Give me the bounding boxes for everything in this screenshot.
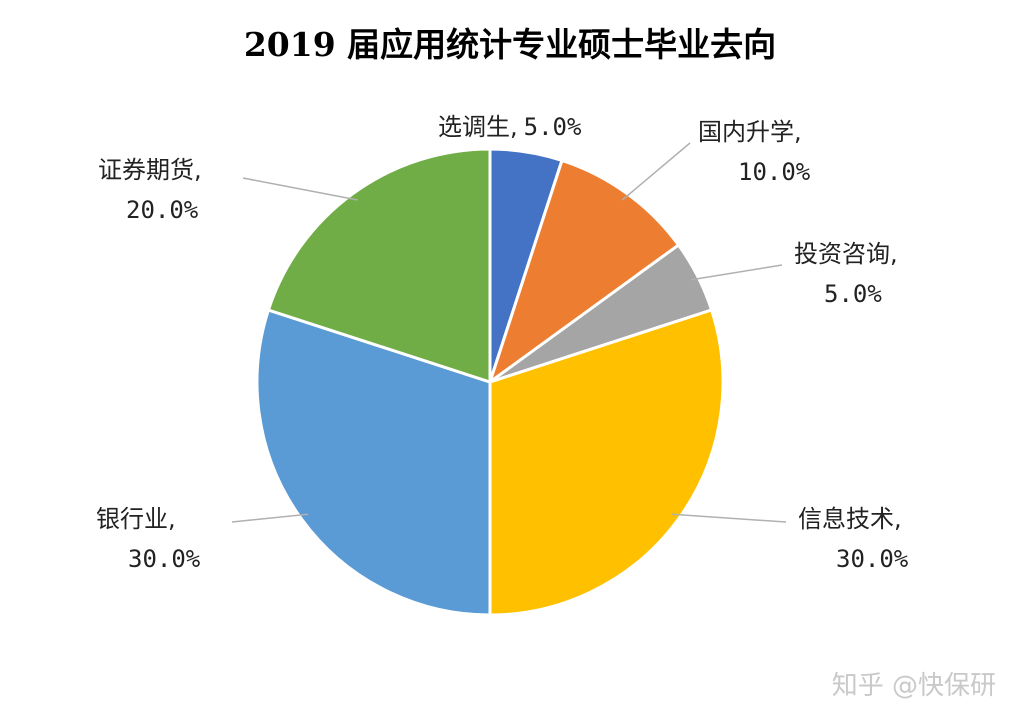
value-label: 30.0%: [128, 545, 201, 573]
leader-line: [242, 177, 358, 201]
data-label: 选调生, 5.0%: [438, 113, 582, 141]
leader-line: [690, 264, 783, 281]
value-label: 5.0%: [524, 113, 582, 141]
data-labels: 选调生, 5.0% 国内升学,10.0%投资咨询,5.0%信息技术,30.0%银行业…: [96, 113, 909, 573]
leader-line: [621, 142, 691, 201]
leader-lines: [231, 142, 787, 523]
category-label: 投资咨询,: [794, 240, 898, 268]
chart-title: 2019 届应用统计专业硕士毕业去向: [243, 25, 777, 64]
value-label: 5.0%: [824, 280, 882, 308]
category-label: 信息技术,: [798, 505, 902, 533]
watermark: 知乎 @快保研: [831, 671, 996, 701]
value-label: 10.0%: [738, 158, 811, 186]
category-label: 选调生,: [438, 113, 518, 141]
slice-yinhangye: [255, 308, 492, 617]
category-label: 国内升学,: [698, 118, 802, 146]
leader-line: [231, 513, 309, 523]
value-label: 20.0%: [126, 196, 199, 224]
category-label: 证券期货,: [98, 156, 202, 184]
value-label: 30.0%: [836, 545, 909, 573]
category-label: 银行业,: [96, 505, 176, 533]
slice-zhengquanqihuo: [266, 147, 492, 385]
leader-line: [671, 513, 787, 523]
pie-slices: [255, 147, 725, 617]
slice-guoneishengxue: [487, 158, 681, 386]
slice-xinxijishu: [488, 308, 725, 617]
